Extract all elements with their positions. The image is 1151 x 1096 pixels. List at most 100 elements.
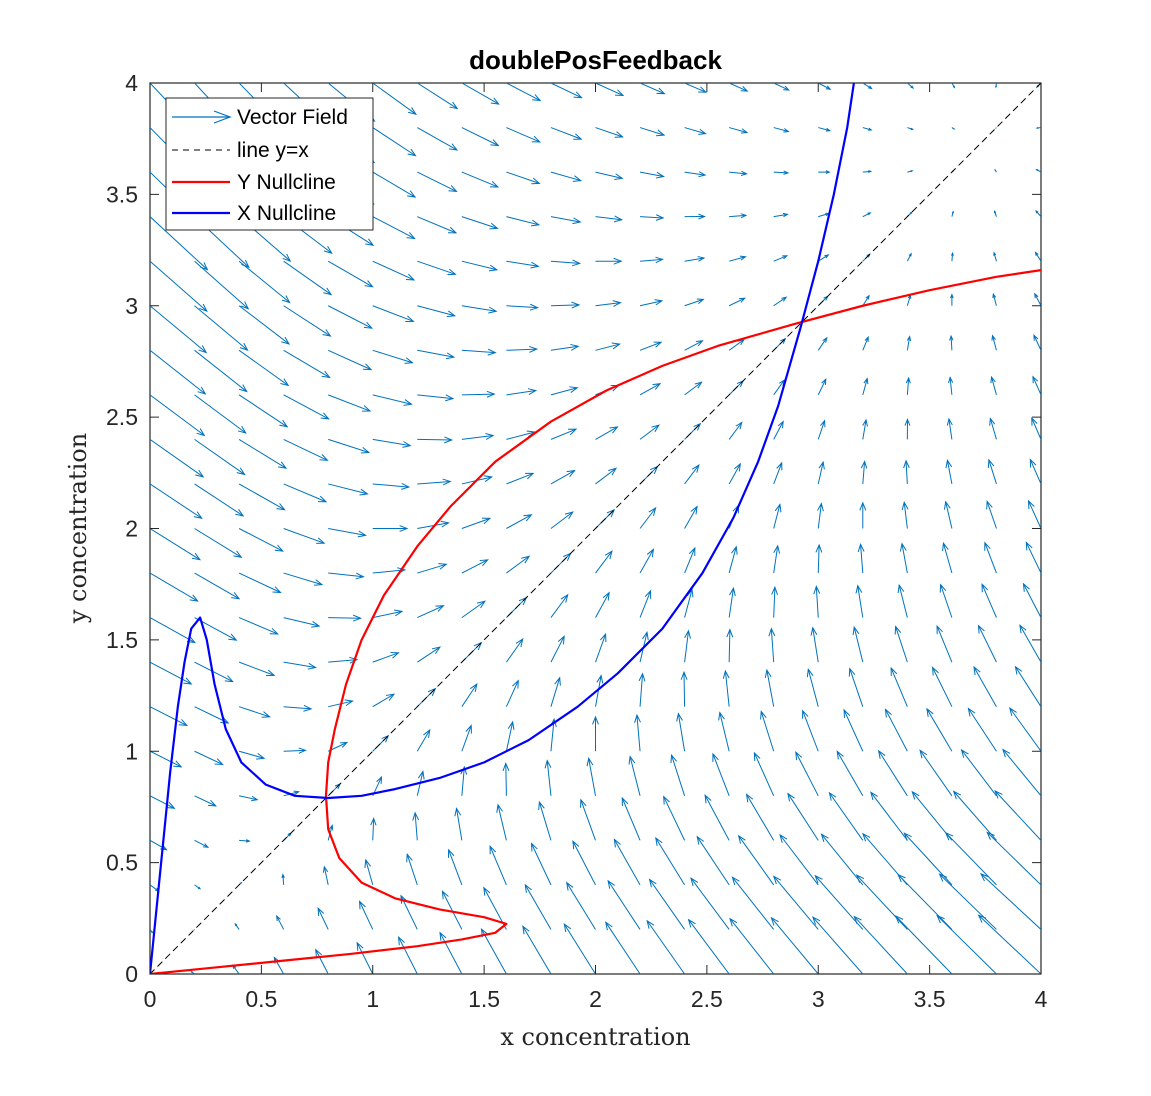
vector-arrow: [283, 572, 324, 586]
vector-arrow: [550, 259, 582, 267]
vector-arrow: [461, 390, 496, 398]
axis-ticks: 0 0.5 1 1.5 2 2.5 3 3.5 4 0 0.5 1 1.5 2 2.5 3 3.5 4: [106, 70, 1048, 1012]
vector-arrow: [806, 667, 819, 707]
vector-arrow: [836, 750, 864, 797]
legend-item-vector-field: Vector Field: [172, 106, 348, 129]
legend-label-x-nullcline: X Nullcline: [237, 202, 336, 225]
vector-arrow: [150, 260, 208, 312]
vector-arrow: [994, 168, 997, 173]
vector-arrow: [676, 712, 686, 752]
vector-arrow: [461, 260, 499, 272]
vector-arrow: [238, 438, 288, 469]
vector-arrow: [372, 171, 417, 198]
vector-arrow: [728, 462, 741, 485]
vector-arrow: [737, 834, 775, 886]
vector-arrow: [1033, 334, 1041, 351]
vector-arrow: [530, 842, 552, 886]
vector-arrow: [607, 879, 641, 930]
vector-arrow: [328, 394, 372, 412]
series-layer: [150, 83, 1041, 974]
vector-arrow: [663, 795, 686, 841]
vector-arrow: [646, 919, 686, 974]
vector-arrow: [938, 873, 997, 930]
vector-arrow: [1029, 458, 1041, 485]
vector-arrow: [949, 334, 954, 351]
vector-arrow: [773, 212, 789, 218]
vector-arrow: [238, 795, 259, 802]
vector-arrow: [524, 883, 552, 930]
vector-arrow: [372, 483, 411, 490]
vector-arrow: [595, 342, 621, 351]
vector-arrow: [372, 349, 414, 364]
vector-arrow: [550, 216, 582, 225]
y-tick-label: 2: [125, 516, 138, 542]
vector-arrow: [595, 83, 625, 97]
x-tick-label: 2: [589, 986, 602, 1012]
vector-arrow: [812, 916, 864, 974]
vector-arrow: [417, 127, 459, 151]
y-tick-label: 1.5: [106, 627, 138, 653]
vector-arrow: [952, 790, 997, 841]
vector-arrow: [984, 541, 997, 574]
vector-arrow: [817, 502, 824, 529]
vector-arrow: [238, 260, 291, 304]
vector-arrow: [505, 638, 524, 663]
vector-arrow: [1025, 541, 1041, 574]
vector-arrow: [857, 542, 865, 574]
vector-arrow: [684, 505, 698, 529]
vector-arrow: [818, 127, 832, 132]
vector-arrow: [417, 563, 448, 574]
vector-arrow: [946, 417, 953, 440]
vector-arrow: [843, 708, 864, 752]
vector-arrow: [787, 792, 819, 841]
vector-arrow: [550, 301, 581, 309]
vector-arrow: [897, 583, 908, 618]
vector-arrow: [550, 171, 583, 182]
vector-arrow: [417, 216, 458, 234]
vector-arrow: [764, 668, 775, 707]
vector-arrow: [327, 260, 374, 288]
legend-box: [165, 97, 374, 231]
vector-arrow: [417, 349, 456, 360]
vector-arrow: [194, 661, 234, 683]
vector-arrow: [150, 929, 154, 934]
vector-arrow: [372, 127, 417, 157]
vector-arrow: [903, 459, 910, 484]
vector-arrow: [417, 436, 454, 444]
vector-arrow: [773, 875, 819, 930]
vector-arrow: [506, 303, 539, 311]
vector-arrow: [862, 294, 870, 307]
legend-item-x-nullcline: X Nullcline: [172, 202, 336, 225]
vector-arrow: [283, 438, 329, 461]
vector-arrow: [980, 872, 1041, 930]
vector-arrow: [712, 752, 730, 796]
x-tick-label: 4: [1035, 986, 1048, 1012]
vector-arrow: [991, 334, 997, 351]
vector-arrow: [906, 252, 912, 262]
vector-arrow: [684, 298, 705, 307]
vector-arrow: [907, 170, 914, 173]
vector-arrow: [194, 394, 247, 434]
vector-arrow: [639, 127, 666, 137]
vector-arrow: [950, 251, 954, 262]
vector-arrow: [506, 216, 541, 227]
vector-arrow: [496, 803, 507, 841]
vector-arrow: [951, 210, 954, 217]
vector-arrow: [538, 800, 552, 841]
legend-item-y-nullcline: Y Nullcline: [172, 171, 336, 194]
vector-arrow: [194, 750, 224, 766]
vector-arrow: [639, 424, 660, 440]
vector-arrow: [718, 711, 730, 752]
vector-arrow: [417, 83, 459, 110]
vector-arrow: [238, 349, 290, 387]
vector-arrow: [1027, 499, 1041, 529]
vector-arrow: [238, 394, 289, 428]
vector-arrow: [684, 213, 706, 220]
vector-arrow: [773, 170, 790, 175]
vector-arrow: [905, 376, 911, 395]
vector-arrow: [283, 483, 328, 503]
vector-arrow: [194, 260, 250, 310]
vector-arrow: [150, 305, 208, 354]
vector-arrow: [461, 216, 499, 230]
vector-arrow: [276, 914, 285, 930]
